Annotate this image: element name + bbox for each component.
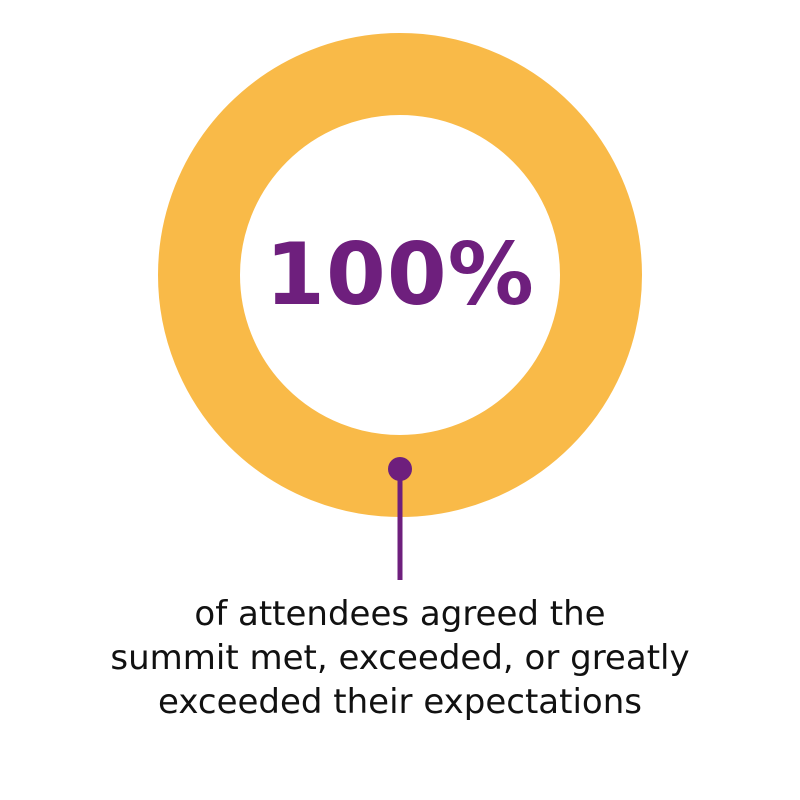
caption: of attendees agreed the summit met, exce…: [30, 592, 770, 724]
pointer-dot: [388, 457, 412, 481]
caption-line-1: of attendees agreed the: [194, 594, 606, 634]
center-value-label: 100%: [265, 225, 535, 325]
caption-line-3: exceeded their expectations: [158, 682, 642, 722]
caption-line-2: summit met, exceeded, or greatly: [110, 638, 690, 678]
